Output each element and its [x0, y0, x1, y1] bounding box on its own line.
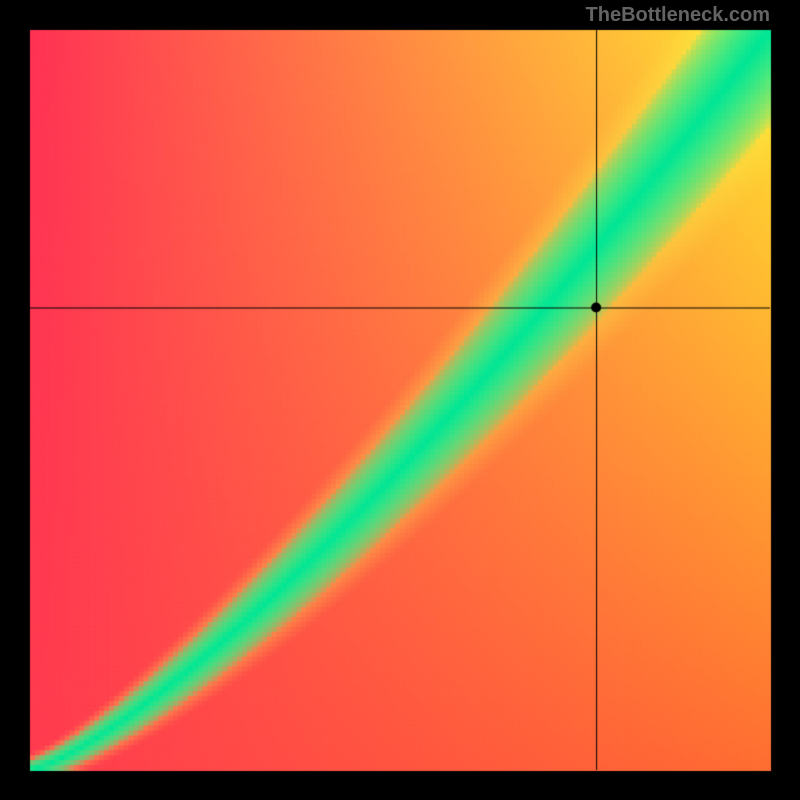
chart-container: TheBottleneck.com — [0, 0, 800, 800]
bottleneck-heatmap — [0, 0, 800, 800]
watermark-text: TheBottleneck.com — [586, 4, 770, 27]
